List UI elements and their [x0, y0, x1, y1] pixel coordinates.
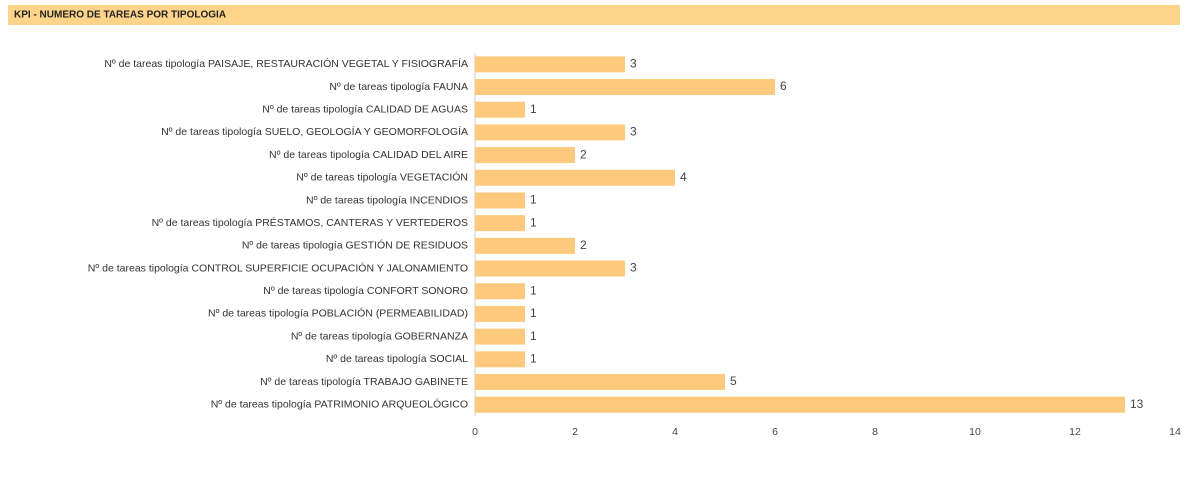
value-label: 1: [530, 306, 537, 320]
value-label: 2: [580, 147, 587, 161]
header-bar: [8, 5, 1180, 25]
value-label: 3: [630, 57, 637, 71]
value-label: 6: [780, 79, 787, 93]
y-tick-label: Nº de tareas tipología CALIDAD DE AGUAS: [262, 104, 468, 116]
value-label: 4: [680, 170, 687, 184]
y-tick-label: Nº de tareas tipología INCENDIOS: [306, 194, 468, 206]
bar: [475, 351, 525, 368]
value-label: 3: [630, 125, 637, 139]
bar: [475, 260, 625, 277]
bar: [475, 215, 525, 232]
value-label: 1: [530, 329, 537, 343]
y-tick-label: Nº de tareas tipología PRÉSTAMOS, CANTER…: [152, 216, 468, 229]
y-tick-label: Nº de tareas tipología GOBERNANZA: [291, 330, 468, 342]
value-label: 5: [730, 374, 737, 388]
value-label: 1: [530, 193, 537, 207]
y-tick-label: Nº de tareas tipología GESTIÓN DE RESIDU…: [242, 239, 468, 252]
chart-title: KPI - NUMERO DE TAREAS POR TIPOLOGIA: [14, 10, 226, 21]
bar: [475, 373, 725, 390]
y-tick-label: Nº de tareas tipología POBLACIÓN (PERMEA…: [208, 307, 468, 320]
x-tick-label: 8: [872, 426, 878, 438]
bar: [475, 79, 775, 96]
y-tick-label: Nº de tareas tipología PATRIMONIO ARQUEO…: [211, 397, 468, 410]
x-tick-label: 4: [672, 426, 678, 438]
bar: [475, 283, 525, 300]
value-label: 13: [1130, 397, 1144, 411]
bar: [475, 192, 525, 209]
bar: [475, 124, 625, 141]
y-tick-label: Nº de tareas tipología SUELO, GEOLOGÍA Y…: [161, 125, 468, 138]
value-label: 1: [530, 351, 537, 365]
x-tick-label: 12: [1069, 426, 1081, 438]
value-label: 3: [630, 261, 637, 275]
x-tick-label: 0: [472, 426, 478, 438]
y-tick-label: Nº de tareas tipología TRABAJO GABINETE: [260, 376, 468, 388]
y-tick-label: Nº de tareas tipología PAISAJE, RESTAURA…: [104, 57, 468, 70]
x-tick-label: 2: [572, 426, 578, 438]
value-label: 1: [530, 102, 537, 116]
y-tick-label: Nº de tareas tipología CALIDAD DEL AIRE: [269, 149, 468, 161]
value-label: 1: [530, 215, 537, 229]
bar: [475, 328, 525, 345]
x-tick-label: 6: [772, 426, 778, 438]
bar: [475, 56, 625, 73]
y-tick-label: Nº de tareas tipología FAUNA: [329, 81, 468, 93]
bar: [475, 237, 575, 254]
bar: [475, 305, 525, 322]
y-tick-label: Nº de tareas tipología SOCIAL: [326, 353, 468, 365]
y-tick-label: Nº de tareas tipología CONTROL SUPERFICI…: [88, 261, 468, 274]
bar: [475, 101, 525, 118]
bar: [475, 396, 1125, 413]
y-tick-label: Nº de tareas tipología VEGETACIÓN: [296, 171, 468, 184]
x-tick-label: 10: [969, 426, 981, 438]
x-tick-label: 14: [1169, 426, 1181, 438]
bar: [475, 147, 575, 164]
value-label: 1: [530, 283, 537, 297]
bar: [475, 169, 675, 186]
y-tick-label: Nº de tareas tipología CONFORT SONORO: [263, 285, 468, 297]
value-label: 2: [580, 238, 587, 252]
